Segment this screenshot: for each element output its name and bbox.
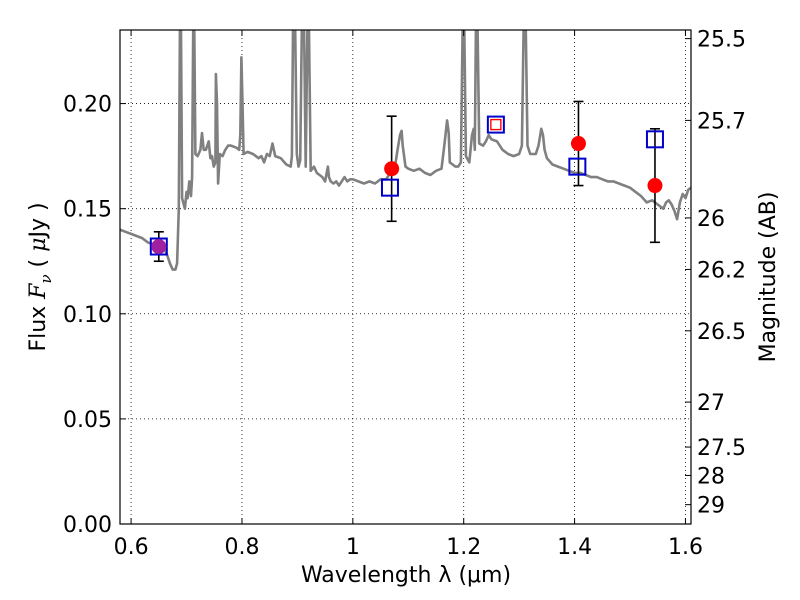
x-tick-label: 1.4	[557, 535, 592, 560]
y-tick-label: 0.20	[63, 93, 112, 118]
x-tick-label: 1.6	[668, 535, 703, 560]
right-y-tick-label: 26	[697, 207, 725, 232]
model-square-marker	[645, 130, 664, 149]
right-y-tick-label: 26.2	[697, 258, 746, 283]
y-label-unit: Jy )	[26, 202, 51, 239]
y-label-symbol: F	[26, 283, 51, 300]
y-label-subscript: ν	[37, 274, 55, 283]
y-tick-label: 0.00	[63, 513, 112, 538]
x-tick-label: 0.8	[224, 535, 259, 560]
plot-frame	[119, 29, 692, 525]
observed-circle-marker	[151, 239, 167, 255]
plot-background	[120, 30, 691, 524]
y-label-text: Flux	[26, 299, 51, 352]
right-y-tick-label: 26.5	[697, 320, 746, 345]
y-label-text: (	[26, 252, 51, 275]
model-square-marker	[380, 178, 399, 197]
right-y-tick-label: 25.7	[697, 109, 746, 134]
x-tick-label: 1.2	[446, 535, 481, 560]
observed-circle-marker	[384, 161, 400, 177]
observed-circle-marker	[647, 178, 663, 194]
y-label-mu: μ	[26, 238, 51, 252]
y-tick-label: 0.05	[63, 408, 112, 433]
right-y-axis-label: Magnitude (AB)	[756, 192, 781, 363]
right-y-tick-label: 27.5	[697, 436, 746, 461]
right-y-tick-label: 28	[697, 464, 725, 489]
ticks: 0.6 0.8 1 1.2 1.4 1.6 0.00 0.05 0.10 0.15 0.20 25.5…	[63, 28, 746, 560]
right-y-tick-label: 25.5	[697, 28, 746, 53]
right-y-tick-label: 29	[697, 494, 725, 519]
x-axis-label: Wavelength λ (μm)	[301, 563, 511, 588]
y-axis-label: Flux Fν ( μJy )	[26, 202, 55, 351]
x-tick-label: 1	[346, 535, 360, 560]
template-spectrum	[120, 30, 691, 271]
observed-square-inner-marker	[490, 118, 502, 131]
model-square-marker	[149, 237, 168, 256]
model-square-marker	[568, 157, 587, 176]
x-tick-label: 0.6	[114, 535, 149, 560]
y-tick-label: 0.10	[63, 303, 112, 328]
right-y-tick-label: 27	[697, 391, 725, 416]
model-square-marker	[486, 115, 505, 134]
template-spectrum-line	[120, 30, 691, 271]
observed-circle-marker	[570, 136, 586, 152]
y-tick-label: 0.15	[63, 198, 112, 223]
data-markers	[149, 115, 664, 256]
